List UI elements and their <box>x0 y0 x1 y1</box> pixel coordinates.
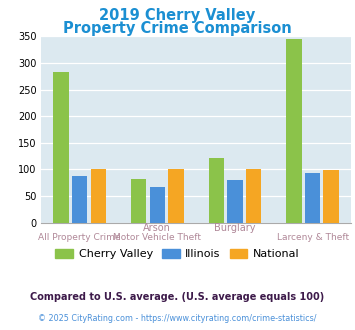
Bar <box>305 173 320 223</box>
Bar <box>72 176 87 223</box>
Text: Motor Vehicle Theft: Motor Vehicle Theft <box>113 233 201 242</box>
Bar <box>131 179 147 223</box>
Text: Compared to U.S. average. (U.S. average equals 100): Compared to U.S. average. (U.S. average … <box>31 292 324 302</box>
Bar <box>91 170 106 223</box>
Bar <box>168 170 184 223</box>
Bar <box>323 170 339 223</box>
Text: Burglary: Burglary <box>214 223 256 233</box>
Text: All Property Crime: All Property Crime <box>38 233 121 242</box>
Bar <box>246 170 261 223</box>
Legend: Cherry Valley, Illinois, National: Cherry Valley, Illinois, National <box>51 244 304 263</box>
Bar <box>53 72 69 223</box>
Text: © 2025 CityRating.com - https://www.cityrating.com/crime-statistics/: © 2025 CityRating.com - https://www.city… <box>38 314 317 323</box>
Text: Larceny & Theft: Larceny & Theft <box>277 233 349 242</box>
Bar <box>149 186 165 223</box>
Bar <box>227 180 243 223</box>
Text: Arson: Arson <box>143 223 171 233</box>
Bar <box>209 158 224 223</box>
Text: 2019 Cherry Valley: 2019 Cherry Valley <box>99 8 256 23</box>
Text: Property Crime Comparison: Property Crime Comparison <box>63 21 292 36</box>
Bar <box>286 39 302 223</box>
